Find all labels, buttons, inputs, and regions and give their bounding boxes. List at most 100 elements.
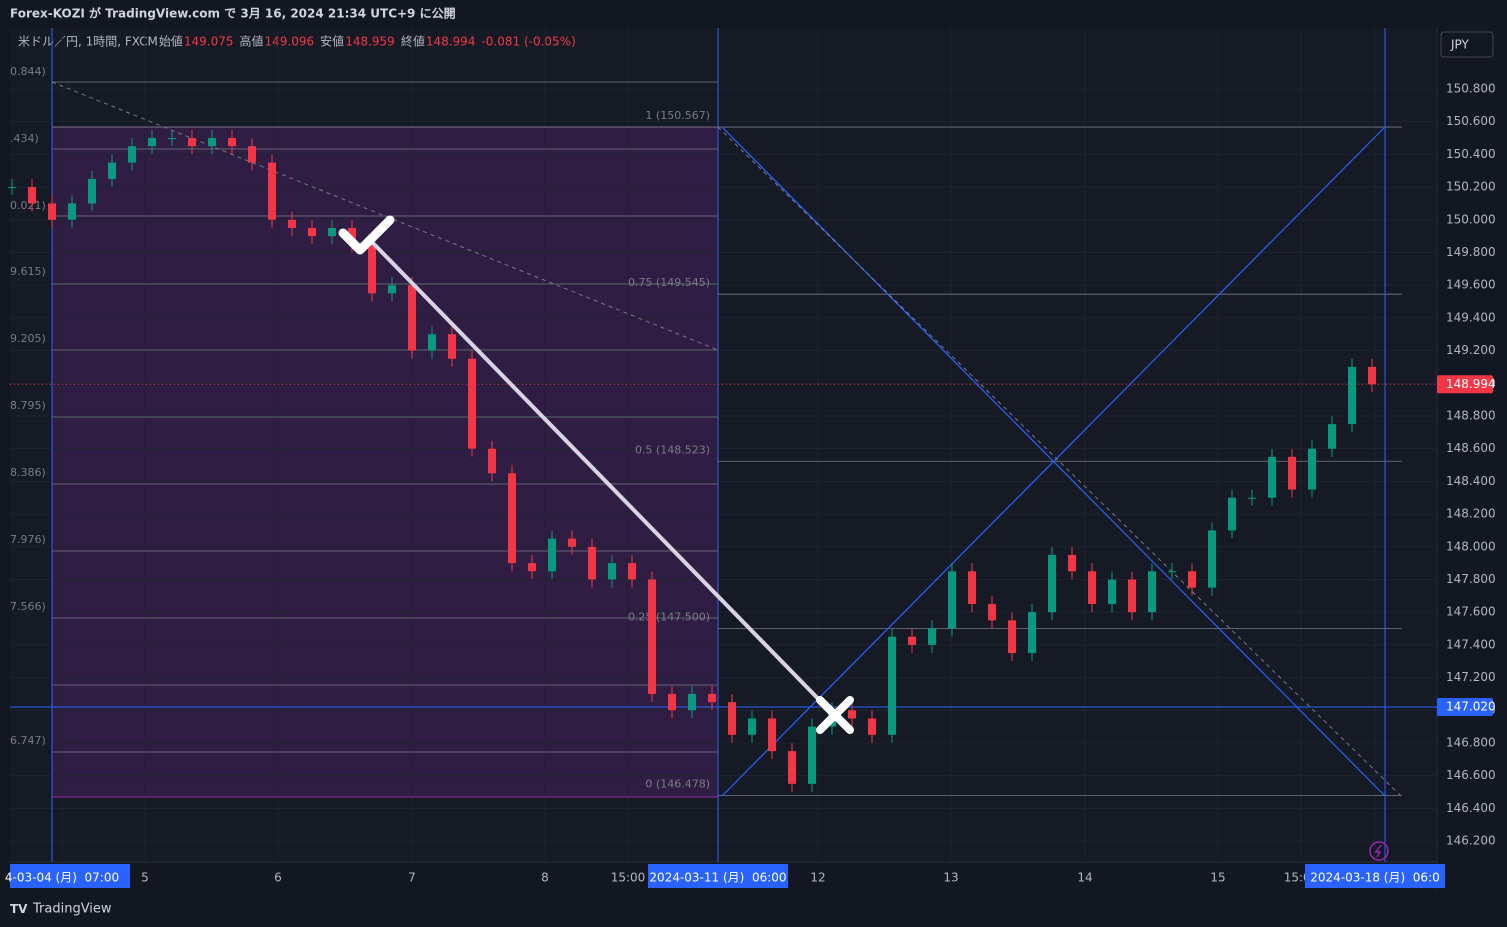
candle [28, 187, 36, 204]
candle [728, 702, 736, 735]
candle [868, 718, 876, 735]
time-highlight [1305, 864, 1445, 888]
y-tick-label: 148.600 [1446, 441, 1496, 455]
candle [1208, 530, 1216, 588]
candle [68, 203, 76, 220]
fib-left-label: 8.386) [10, 466, 46, 479]
x-tick-label: 15:00 [611, 871, 646, 885]
grid: 150.800 150.600 150.400 150.200 150.000 149.8… [5, 28, 1496, 888]
time-highlight [648, 864, 788, 888]
y-tick-label: 149.800 [1446, 245, 1496, 259]
candle [608, 563, 616, 580]
currency-button[interactable] [1440, 31, 1494, 58]
current-price-tag [1437, 375, 1493, 394]
fib-level-label: 0.25 (147.500) [628, 611, 710, 624]
fib-left-label: 6.747) [10, 734, 46, 747]
x-tick-label: 12 [810, 871, 825, 885]
fib-left-label: 9.205) [10, 332, 46, 345]
candle [788, 751, 796, 784]
candle [948, 571, 956, 629]
fib-left-label: 7.976) [10, 533, 46, 546]
candle [848, 710, 856, 719]
legend-symbol: 米ドル／円, 1時間, FXCM [18, 35, 158, 49]
y-tick-label: 149.600 [1446, 278, 1496, 292]
candle [248, 146, 256, 163]
y-tick-label: 150.000 [1446, 212, 1496, 226]
candle [808, 726, 816, 784]
candle [1368, 366, 1376, 385]
legend-open: 149.075 [184, 35, 234, 49]
y-tick-label: 147.600 [1446, 605, 1496, 619]
candle [388, 285, 396, 294]
candle [548, 538, 556, 572]
x-tick-label: 2024-03-11 (月) 06:00 [649, 871, 786, 885]
footer: TradingView [32, 902, 112, 917]
candle [1028, 612, 1036, 654]
candle [968, 571, 976, 605]
candle [748, 718, 756, 735]
fib-level-label: 0.5 (148.523) [635, 443, 710, 456]
legend-low-label: 安値 [320, 34, 344, 49]
fib-left-label: .434) [10, 132, 39, 145]
y-tick-label: 147.400 [1446, 637, 1496, 651]
legend-high-label: 高値 [240, 34, 264, 49]
legend-low: 148.959 [345, 35, 395, 49]
candle [468, 358, 476, 449]
crosshair-tag [1437, 698, 1493, 717]
candle [588, 546, 596, 580]
candle [368, 244, 376, 294]
candle [1088, 571, 1096, 605]
y-tick-label: 146.200 [1446, 834, 1496, 848]
y-tick-label: 149.200 [1446, 343, 1496, 357]
candle [88, 178, 96, 204]
y-tick-label: 147.200 [1446, 670, 1496, 684]
fib-left-label: 7.566) [10, 600, 46, 613]
candle [668, 693, 676, 711]
x-tick-label: 8 [541, 871, 549, 885]
candle [988, 604, 996, 621]
candle [1288, 456, 1296, 490]
candle [208, 138, 216, 147]
candle [148, 138, 156, 147]
trend-line [368, 238, 837, 718]
fib-left-label: 8.795) [10, 399, 46, 412]
y-tick-label: 146.400 [1446, 801, 1496, 815]
publisher: Forex-KOZI が TradingView.com で 3月 16, 20… [10, 6, 456, 21]
candle [1348, 366, 1356, 425]
candle [268, 162, 276, 220]
legend-open-label: 始値 [159, 34, 183, 49]
x-tick-label: 6 [274, 871, 282, 885]
candle [288, 219, 296, 228]
fib-level-label: 0 (146.478) [645, 778, 710, 791]
candle [108, 162, 116, 179]
check-mark [338, 215, 395, 255]
candle [48, 203, 56, 220]
candle [8, 187, 16, 189]
candle [1048, 554, 1056, 613]
x-tick-label: 7 [408, 871, 416, 885]
y-tick-label: 146.800 [1446, 735, 1496, 749]
candle [648, 579, 656, 694]
y-tick-label: 147.800 [1446, 572, 1496, 586]
diagonal [721, 126, 1386, 797]
legend-close: 148.994 [426, 35, 476, 49]
y-tick-label: 148.400 [1446, 474, 1496, 488]
candle [1148, 571, 1156, 613]
candle [568, 538, 576, 547]
y-tick-label: 148.200 [1446, 507, 1496, 521]
x-tick-label: 15 [1210, 871, 1225, 885]
currency[interactable]: JPY [1450, 38, 1470, 52]
candle [1108, 579, 1116, 605]
alert-bolt [1374, 844, 1382, 858]
candle [1248, 497, 1256, 499]
fib-left-label: 9.615) [10, 265, 46, 278]
candle [428, 334, 436, 351]
candle [1328, 424, 1336, 449]
alert-icon[interactable] [1369, 841, 1389, 861]
candle [448, 334, 456, 359]
fib-level-label: 1 (150.567) [645, 109, 710, 122]
candle [768, 718, 776, 752]
candle [508, 473, 516, 564]
candle [928, 628, 936, 645]
